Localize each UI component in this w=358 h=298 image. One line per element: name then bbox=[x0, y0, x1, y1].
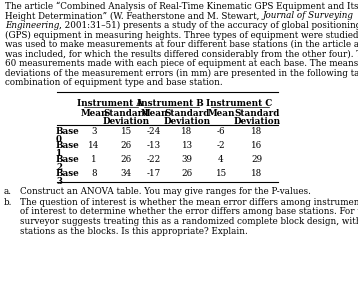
Text: Base: Base bbox=[56, 142, 80, 150]
Text: Mean: Mean bbox=[207, 109, 235, 118]
Text: Mean: Mean bbox=[80, 109, 108, 118]
Text: 34: 34 bbox=[120, 170, 132, 179]
Text: Base: Base bbox=[56, 170, 80, 179]
Text: Deviation: Deviation bbox=[164, 117, 211, 125]
Text: The question of interest is whether the mean error differs among instruments. It: The question of interest is whether the … bbox=[20, 198, 358, 207]
Text: (GPS) equipment in measuring heights. Three types of equipment were studied, and: (GPS) equipment in measuring heights. Th… bbox=[5, 30, 358, 40]
Text: 29: 29 bbox=[251, 156, 262, 164]
Text: surveyor suggests treating this as a randomized complete block design, with the : surveyor suggests treating this as a ran… bbox=[20, 217, 358, 226]
Text: 39: 39 bbox=[182, 156, 193, 164]
Text: 18: 18 bbox=[251, 170, 263, 179]
Text: a.: a. bbox=[4, 187, 12, 196]
Text: 60 measurements made with each piece of equipment at each base. The means and st: 60 measurements made with each piece of … bbox=[5, 59, 358, 68]
Text: Deviation: Deviation bbox=[102, 117, 150, 125]
Text: 2: 2 bbox=[56, 162, 62, 172]
Text: Standard: Standard bbox=[164, 109, 210, 118]
Text: -13: -13 bbox=[147, 142, 161, 150]
Text: 0: 0 bbox=[56, 134, 62, 144]
Text: Instrument C: Instrument C bbox=[206, 99, 272, 108]
Text: stations as the blocks. Is this appropriate? Explain.: stations as the blocks. Is this appropri… bbox=[20, 226, 248, 235]
Text: -24: -24 bbox=[147, 128, 161, 136]
Text: -17: -17 bbox=[147, 170, 161, 179]
Text: Instrument B: Instrument B bbox=[137, 99, 204, 108]
Text: 3: 3 bbox=[56, 176, 62, 185]
Text: 13: 13 bbox=[182, 142, 193, 150]
Text: Standard: Standard bbox=[103, 109, 149, 118]
Text: -2: -2 bbox=[217, 142, 225, 150]
Text: Base: Base bbox=[56, 128, 80, 136]
Text: 26: 26 bbox=[120, 156, 132, 164]
Text: 1: 1 bbox=[91, 156, 97, 164]
Text: 15: 15 bbox=[120, 128, 131, 136]
Text: Instrument A: Instrument A bbox=[77, 99, 143, 108]
Text: Mean: Mean bbox=[140, 109, 168, 118]
Text: , 2001:31–51) presents a study of the accuracy of global positioning system: , 2001:31–51) presents a study of the ac… bbox=[59, 21, 358, 30]
Text: Deviation: Deviation bbox=[233, 117, 281, 125]
Text: was used to make measurements at four different base stations (in the article a : was used to make measurements at four di… bbox=[5, 40, 358, 49]
Text: combination of equipment type and base station.: combination of equipment type and base s… bbox=[5, 78, 223, 87]
Text: 18: 18 bbox=[182, 128, 193, 136]
Text: of interest to determine whether the error differs among base stations. For this: of interest to determine whether the err… bbox=[20, 207, 358, 217]
Text: Base: Base bbox=[56, 156, 80, 164]
Text: 18: 18 bbox=[251, 128, 263, 136]
Text: Engineering: Engineering bbox=[5, 21, 59, 30]
Text: The article “Combined Analysis of Real-Time Kinematic GPS Equipment and Its User: The article “Combined Analysis of Real-T… bbox=[5, 2, 358, 11]
Text: was included, for which the results differed considerably from the other four). : was included, for which the results diff… bbox=[5, 49, 358, 59]
Text: b.: b. bbox=[4, 198, 13, 207]
Text: 26: 26 bbox=[182, 170, 193, 179]
Text: Construct an ANOVA table. You may give ranges for the P-values.: Construct an ANOVA table. You may give r… bbox=[20, 187, 311, 196]
Text: 16: 16 bbox=[251, 142, 263, 150]
Text: 15: 15 bbox=[216, 170, 227, 179]
Text: 1: 1 bbox=[56, 148, 62, 158]
Text: 3: 3 bbox=[91, 128, 97, 136]
Text: -6: -6 bbox=[217, 128, 225, 136]
Text: 4: 4 bbox=[218, 156, 224, 164]
Text: Journal of Surveying: Journal of Surveying bbox=[262, 12, 353, 21]
Text: deviations of the measurement errors (in mm) are presented in the following tabl: deviations of the measurement errors (in… bbox=[5, 69, 358, 77]
Text: Standard: Standard bbox=[234, 109, 280, 118]
Text: 26: 26 bbox=[120, 142, 132, 150]
Text: 14: 14 bbox=[88, 142, 100, 150]
Text: Height Determination” (W. Featherstone and M. Stewart,: Height Determination” (W. Featherstone a… bbox=[5, 12, 262, 21]
Text: 8: 8 bbox=[91, 170, 97, 179]
Text: -22: -22 bbox=[147, 156, 161, 164]
